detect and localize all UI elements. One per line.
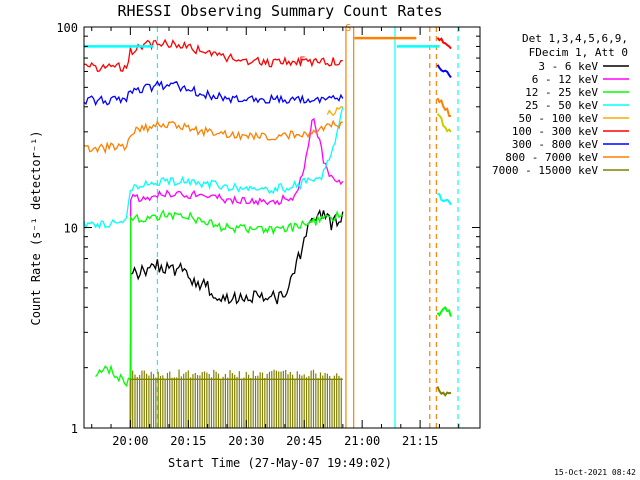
series-line-7	[83, 80, 344, 107]
series-line-6	[84, 38, 343, 73]
legend-label: 100 - 300 keV	[512, 125, 598, 138]
legend-label: 7000 - 15000 keV	[492, 164, 598, 177]
plot-area: SF	[83, 23, 481, 429]
y-axis-title: Count Rate (s⁻¹ detector⁻¹)	[29, 130, 43, 325]
legend-header-line: FDecim 1, Att 0	[529, 46, 628, 59]
y-tick-label: 100	[56, 21, 78, 35]
late-segment-2	[436, 97, 452, 117]
y-axis: 1 10 100	[56, 21, 480, 436]
annotation-0: S	[345, 23, 351, 34]
legend-label: 3 - 6 keV	[538, 60, 598, 73]
legend-header-line: Det 1,3,4,5,6,9,	[522, 32, 628, 45]
x-tick-label: 20:30	[228, 434, 264, 448]
legend-label: 800 - 7000 keV	[505, 151, 598, 164]
late-segment-4	[437, 192, 452, 206]
chart-title: RHESSI Observing Summary Count Rates	[117, 2, 442, 20]
series-line-5	[326, 106, 343, 117]
x-tick-label: 20:00	[112, 434, 148, 448]
legend-label: 50 - 100 keV	[519, 112, 599, 125]
late-segment-6	[436, 386, 452, 397]
series-line-4	[83, 106, 344, 230]
series-spikes-7000-15000	[129, 369, 342, 428]
late-segment-0	[436, 37, 452, 50]
x-tick-label: 21:00	[344, 434, 380, 448]
x-tick-label: 21:15	[402, 434, 438, 448]
late-segment-5	[436, 306, 452, 317]
y-tick-label: 1	[71, 422, 78, 436]
x-axis: 20:00 20:15 20:30 20:45 21:00 21:15	[91, 27, 460, 448]
legend-label: 300 - 800 keV	[512, 138, 598, 151]
legend: Det 1,3,4,5,6,9,FDecim 1, Att 03 - 6 keV…	[492, 32, 629, 177]
legend-label: 12 - 25 keV	[525, 86, 598, 99]
series-line-3	[95, 209, 343, 388]
annotation-1: F	[299, 55, 305, 66]
x-tick-label: 20:15	[170, 434, 206, 448]
y-tick-label: 10	[64, 222, 78, 236]
x-axis-title: Start Time (27-May-07 19:49:02)	[168, 456, 392, 470]
series-line-1	[129, 208, 344, 429]
series-line-8	[83, 119, 343, 155]
legend-label: 6 - 12 keV	[532, 73, 599, 86]
late-segment-3	[436, 113, 452, 133]
series-line-2	[129, 117, 344, 429]
x-tick-label: 20:45	[286, 434, 322, 448]
legend-label: 25 - 50 keV	[525, 99, 598, 112]
footer-timestamp: 15-Oct-2021 08:42	[554, 468, 636, 477]
late-segment-1	[436, 64, 452, 79]
